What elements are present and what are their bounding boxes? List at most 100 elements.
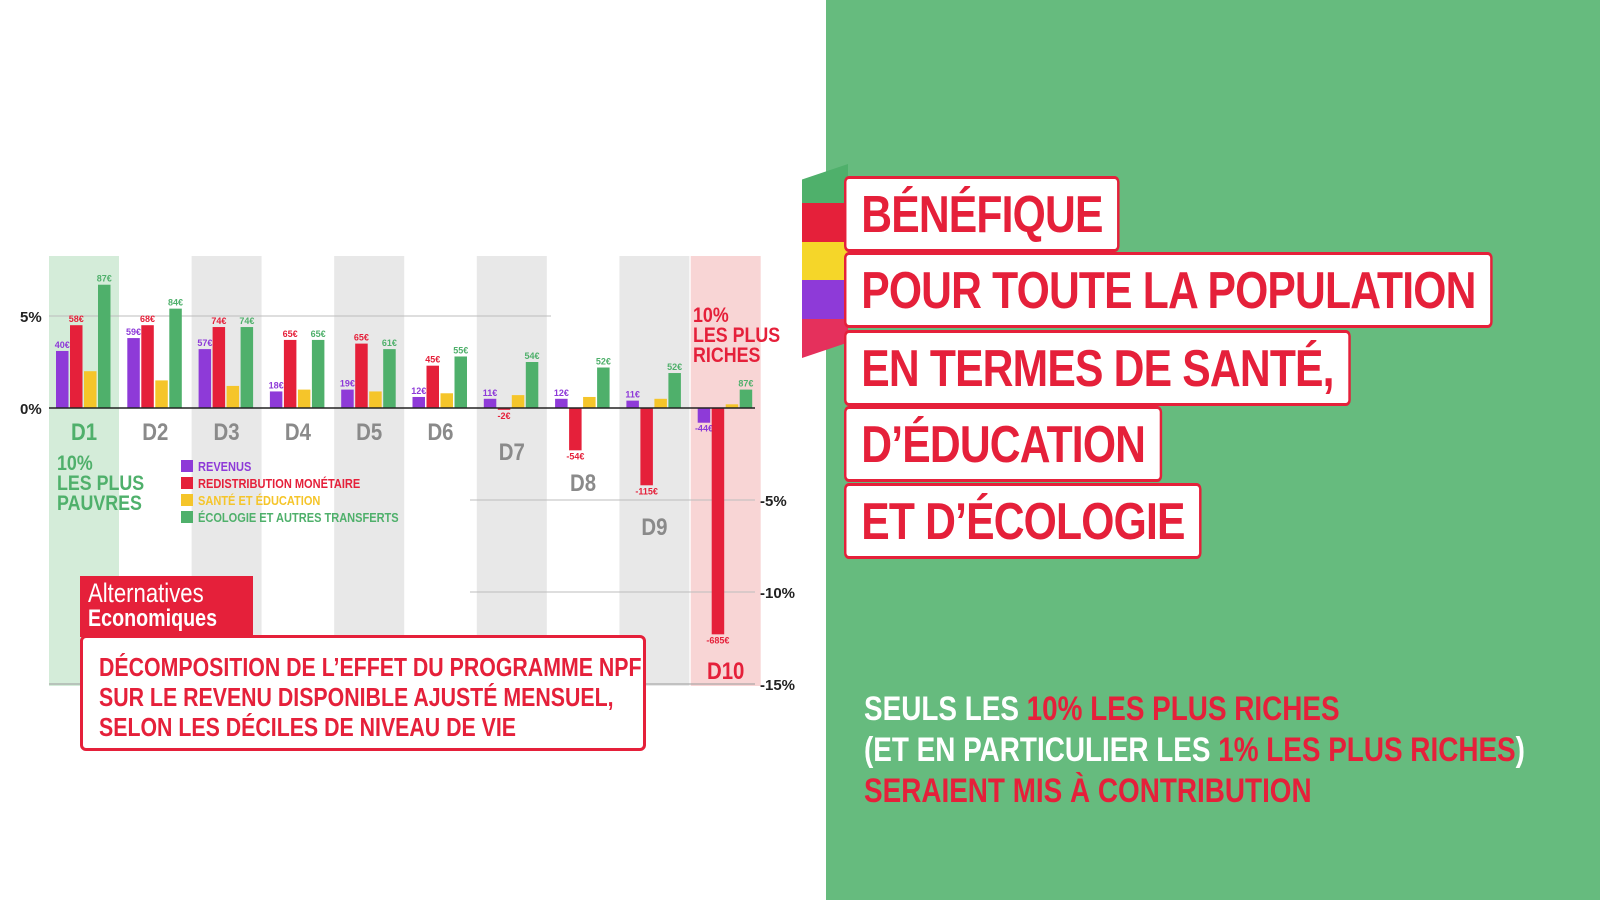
- bar-D6-series-3: [454, 356, 467, 408]
- category-label-D3: D3: [214, 418, 240, 445]
- bar-D1-series-0: [56, 350, 69, 408]
- bar-D2-series-1: [141, 325, 154, 408]
- data-label: 58€: [69, 314, 84, 324]
- legend-label-2: SANTÉ ET ÉDUCATION: [198, 492, 320, 508]
- bar-D7-series-1: [497, 408, 511, 410]
- tagline-text: SEULS LES: [864, 690, 1027, 728]
- bar-D2-series-2: [155, 380, 168, 408]
- flag-stripe-yellow: [802, 241, 848, 281]
- bar-D10-series-0: [697, 408, 711, 423]
- bar-D7-series-2: [511, 395, 525, 408]
- category-label-D10: D10: [707, 657, 744, 684]
- headline-line-5: ET D’ÉCOLOGIE: [844, 483, 1202, 559]
- category-label-D2: D2: [142, 418, 168, 445]
- category-label-D7: D7: [499, 438, 525, 465]
- caption-line-2: SUR LE REVENU DISPONIBLE AJUSTÉ MENSUEL,: [99, 682, 614, 712]
- source-name-line2: Economiques: [88, 605, 218, 632]
- flag-stripe-purple: [802, 280, 848, 320]
- bar-D9-series-0: [626, 400, 639, 408]
- bar-D8-series-2: [583, 396, 596, 408]
- data-label: -115€: [635, 486, 658, 496]
- bar-D3-series-3: [240, 327, 254, 408]
- legend-swatch-0: [181, 460, 193, 472]
- decile-band-D9: [619, 256, 690, 686]
- legend-swatch-2: [181, 494, 193, 506]
- category-label-D6: D6: [427, 418, 453, 445]
- tagline-highlight: 10% LES PLUS RICHES: [1026, 690, 1340, 728]
- chart-caption: DÉCOMPOSITION DE L’EFFET DU PROGRAMME NP…: [80, 635, 646, 751]
- bar-D5-series-0: [341, 389, 354, 408]
- decile-bar-chart: 5% 0% -5% -10% -15% 40€ 59€ 57€ 18€ 19€ 12€ 11€ 12€ 1…: [20, 256, 795, 694]
- data-label: -44€: [695, 424, 713, 434]
- y-tick-label: 0%: [20, 401, 42, 418]
- data-label: 12€: [554, 388, 569, 398]
- legend-label-0: REVENUS: [198, 459, 251, 474]
- bar-D5-series-3: [383, 349, 396, 408]
- bar-D10-series-1: [711, 408, 725, 635]
- bar-D2-series-0: [127, 338, 140, 408]
- category-label-D8: D8: [570, 469, 596, 496]
- flag-stripe-red: [802, 202, 848, 242]
- data-label: 65€: [283, 329, 298, 339]
- data-label: 54€: [525, 351, 540, 361]
- data-label: -2€: [498, 411, 511, 421]
- data-label: 11€: [625, 390, 640, 400]
- y-tick-label: 5%: [20, 309, 42, 326]
- color-stripe-flag: [802, 164, 848, 358]
- bar-D1-series-1: [70, 325, 83, 408]
- data-label: 45€: [425, 355, 440, 365]
- bar-D7-series-0: [483, 398, 497, 408]
- bar-D8-series-0: [555, 398, 568, 408]
- source-name-line1: Alternatives: [88, 578, 204, 608]
- bar-D6-series-1: [426, 365, 439, 408]
- data-label: -685€: [706, 635, 729, 645]
- data-label: 40€: [55, 340, 70, 350]
- data-label: -54€: [566, 451, 584, 461]
- headline-line-1: BÉNÉFIQUE: [844, 176, 1120, 252]
- bar-D1-series-2: [84, 371, 97, 408]
- bar-D10-series-3: [739, 389, 753, 408]
- tagline-line-3: SERAIENT MIS À CONTRIBUTION: [864, 774, 1312, 808]
- annotation-poorest: PAUVRES: [57, 492, 142, 516]
- bar-D4-series-0: [269, 391, 283, 408]
- bar-D9-series-3: [668, 373, 681, 408]
- decile-band-D7: [476, 256, 547, 686]
- data-label: 55€: [453, 345, 468, 355]
- annotation-poorest: 10%: [57, 452, 93, 476]
- y-tick-label: -15%: [760, 677, 795, 694]
- data-label: 65€: [354, 333, 369, 343]
- data-label: 87€: [738, 379, 753, 389]
- tagline-line-1: SEULS LES 10% LES PLUS RICHES: [864, 692, 1340, 726]
- chart-panel: 5% 0% -5% -10% -15% 40€ 59€ 57€ 18€ 19€ 12€ 11€ 12€ 1…: [20, 256, 796, 751]
- data-label: 74€: [211, 316, 226, 326]
- data-label: 11€: [483, 388, 498, 398]
- data-label: 19€: [340, 379, 355, 389]
- caption-line-3: SELON LES DÉCILES DE NIVEAU DE VIE: [99, 712, 517, 742]
- bar-D5-series-1: [355, 343, 368, 408]
- bar-D3-series-1: [212, 327, 226, 408]
- bar-D10-series-2: [725, 404, 739, 408]
- legend-swatch-3: [181, 511, 193, 523]
- data-label: 12€: [411, 386, 426, 396]
- category-label-D5: D5: [356, 418, 382, 445]
- category-label-D9: D9: [641, 513, 667, 540]
- y-tick-label: -5%: [760, 493, 787, 510]
- source-logo: Alternatives Economiques: [80, 576, 254, 637]
- tagline-highlight: 1% LES PLUS RICHES: [1218, 731, 1516, 769]
- tagline-highlight: SERAIENT MIS À CONTRIBUTION: [864, 772, 1312, 810]
- bar-D9-series-1: [640, 408, 653, 486]
- annotation-poorest: LES PLUS: [57, 472, 144, 496]
- data-label: 87€: [97, 274, 112, 284]
- decile-band-D5: [334, 256, 405, 686]
- bar-D8-series-3: [597, 367, 610, 408]
- bar-D4-series-1: [283, 339, 297, 408]
- data-label: 57€: [197, 338, 212, 348]
- caption-line-1: DÉCOMPOSITION DE L’EFFET DU PROGRAMME NP…: [99, 652, 642, 682]
- bar-D1-series-3: [98, 284, 111, 408]
- tagline-text: ): [1515, 731, 1525, 769]
- bar-D6-series-0: [412, 396, 425, 408]
- data-label: 61€: [382, 338, 397, 348]
- category-label-D1: D1: [71, 418, 97, 445]
- category-label-D4: D4: [285, 418, 312, 445]
- bar-D4-series-2: [297, 389, 311, 408]
